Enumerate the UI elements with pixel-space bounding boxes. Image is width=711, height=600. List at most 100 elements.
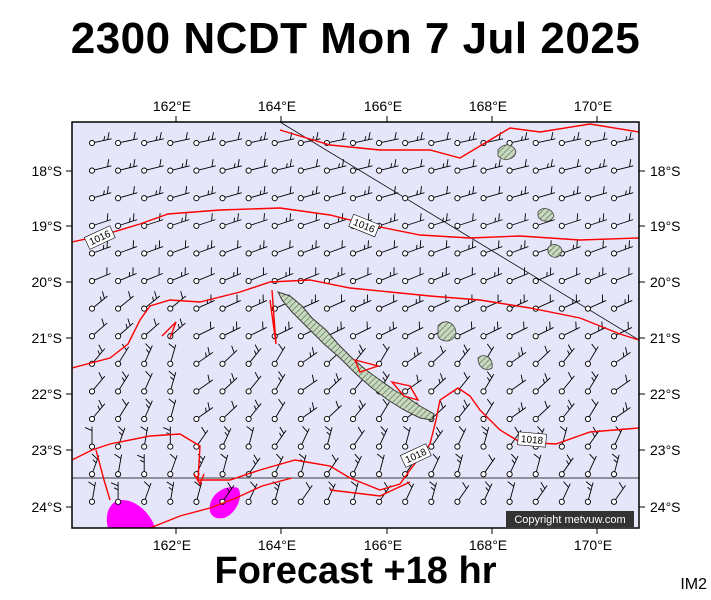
wind-barb <box>245 240 268 257</box>
wind-barb <box>610 481 626 505</box>
wind-barb <box>167 240 190 257</box>
wind-barb <box>297 186 321 202</box>
wind-barb <box>402 159 425 174</box>
wind-barb <box>167 186 190 202</box>
page-title: 2300 NCDT Mon 7 Jul 2025 <box>70 14 641 63</box>
wind-barb <box>297 240 320 257</box>
wind-barb <box>297 426 310 450</box>
wind-barb <box>558 454 574 478</box>
wind-barb <box>428 373 447 395</box>
wind-barb <box>245 132 269 147</box>
isobar-line <box>72 387 639 491</box>
wind-barb <box>349 321 372 340</box>
wind-barb <box>167 398 177 423</box>
wind-barb <box>193 213 216 229</box>
wind-barb <box>376 267 398 285</box>
isobar-line <box>390 380 420 402</box>
wind-barb <box>245 159 269 174</box>
wind-barb <box>141 186 164 202</box>
wind-barb <box>245 426 255 450</box>
wind-barb <box>402 213 425 229</box>
lon-label-bottom: 166°E <box>364 537 402 553</box>
wind-barb <box>219 453 229 478</box>
wind-barb <box>376 453 385 478</box>
wind-barb <box>141 343 153 367</box>
wind-barb <box>480 321 502 340</box>
wind-barb <box>428 294 450 312</box>
wind-barb <box>506 347 527 367</box>
wind-barb <box>480 426 490 450</box>
wind-barb <box>349 294 372 312</box>
wind-barb <box>376 159 399 174</box>
wind-barb <box>115 159 138 174</box>
wind-barb <box>402 426 411 450</box>
boundary-line <box>279 122 639 341</box>
wind-barb <box>428 240 451 257</box>
wind-barb <box>297 159 321 174</box>
wind-barb <box>115 132 138 147</box>
wind-barb <box>245 399 262 423</box>
wind-barb <box>610 132 634 147</box>
wind-barb <box>193 267 216 285</box>
wind-barb <box>323 186 347 202</box>
wind-barb <box>88 186 112 202</box>
lon-label-bottom: 170°E <box>574 537 612 553</box>
wind-barb <box>115 291 134 312</box>
isobar-label: 1018 <box>517 431 547 448</box>
wind-barb <box>584 132 608 147</box>
wind-barb <box>584 371 599 395</box>
wind-barb <box>271 240 294 257</box>
wind-barb <box>271 343 286 367</box>
wind-barb <box>454 294 476 312</box>
wind-barb <box>323 373 342 395</box>
wind-barb <box>610 213 634 229</box>
lon-label-top: 164°E <box>258 98 296 114</box>
wind-barb <box>610 267 633 285</box>
wind-barb <box>219 240 242 257</box>
lat-label-left: 23°S <box>31 442 62 458</box>
wind-barb <box>402 186 425 202</box>
lon-label-top: 162°E <box>153 98 191 114</box>
forecast-label: Forecast +18 hr <box>214 550 497 592</box>
wind-barb <box>167 132 190 147</box>
wind-barb <box>219 294 241 312</box>
wind-barb <box>297 347 318 367</box>
wind-barb <box>610 402 631 423</box>
wind-barb <box>480 294 502 312</box>
wind-barb <box>115 398 130 423</box>
wind-barb <box>323 481 336 505</box>
wind-barb <box>376 398 390 423</box>
wind-barb <box>558 267 581 285</box>
wind-barb <box>558 321 580 340</box>
wind-barb <box>532 373 551 395</box>
lat-label-left: 22°S <box>31 386 62 402</box>
wind-barb <box>88 318 108 340</box>
wind-barb <box>532 345 551 367</box>
isobar-line <box>149 477 293 528</box>
wind-barb <box>610 374 631 395</box>
lat-label-right: 19°S <box>650 218 681 234</box>
wind-barb <box>323 454 339 478</box>
wind-barb <box>219 186 242 202</box>
lon-label-bottom: 164°E <box>258 537 296 553</box>
wind-barb <box>610 159 634 174</box>
wind-barb <box>245 372 262 395</box>
wind-barb <box>88 240 111 257</box>
wind-barb <box>454 159 477 174</box>
wind-barb <box>271 186 295 202</box>
wind-barb <box>349 481 359 505</box>
wind-barb <box>219 373 238 395</box>
wind-barb <box>219 132 243 147</box>
lon-label-top: 166°E <box>364 98 402 114</box>
wind-barb <box>506 132 530 147</box>
wind-barb <box>141 132 164 147</box>
lat-label-left: 18°S <box>31 163 62 179</box>
wind-barb <box>558 294 581 312</box>
wind-barb <box>454 453 464 478</box>
wind-barb <box>167 291 187 312</box>
wind-barb <box>584 321 607 340</box>
wind-barb <box>219 267 242 285</box>
wind-barb <box>480 454 496 478</box>
wind-barb <box>271 159 295 174</box>
wind-barb <box>141 159 164 174</box>
